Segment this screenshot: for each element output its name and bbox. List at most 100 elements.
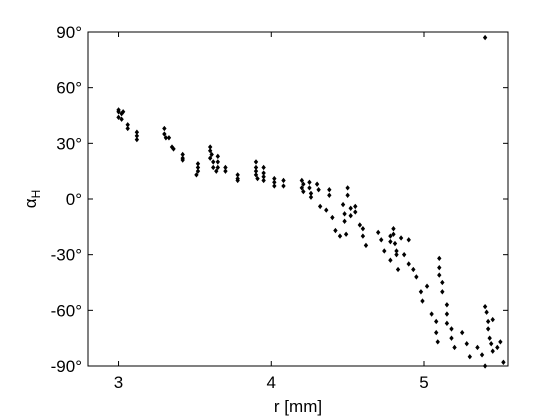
y-axis: 90° 60° 30° 0° -30° -60° -90° bbox=[51, 23, 508, 376]
data-point bbox=[134, 136, 140, 143]
data-point bbox=[394, 251, 399, 258]
data-point bbox=[482, 363, 488, 369]
data-point bbox=[307, 179, 312, 185]
data-point bbox=[353, 203, 358, 210]
data-point bbox=[180, 157, 185, 163]
plot-border bbox=[87, 31, 509, 367]
data-point bbox=[211, 159, 216, 165]
data-point bbox=[444, 311, 450, 317]
data-point bbox=[429, 311, 434, 317]
data-point bbox=[342, 218, 347, 224]
y-tick-label: -30° bbox=[51, 246, 82, 265]
data-point bbox=[194, 172, 199, 178]
data-point bbox=[330, 214, 335, 221]
x-tick-label: 4 bbox=[267, 373, 276, 392]
y-tick-label: 90° bbox=[56, 23, 82, 42]
data-point bbox=[301, 188, 306, 195]
data-point bbox=[434, 318, 439, 325]
data-point bbox=[308, 194, 314, 200]
data-point bbox=[261, 164, 266, 171]
y-tick-label: -90° bbox=[51, 357, 82, 376]
data-point bbox=[475, 344, 480, 351]
data-point bbox=[253, 172, 259, 178]
data-point bbox=[316, 187, 321, 193]
data-point bbox=[485, 326, 491, 332]
data-point bbox=[327, 192, 332, 198]
data-point bbox=[343, 231, 349, 237]
data-point bbox=[360, 233, 366, 239]
data-point bbox=[307, 185, 312, 191]
data-point bbox=[490, 348, 495, 354]
data-point bbox=[411, 266, 416, 273]
data-point bbox=[207, 148, 213, 154]
data-point bbox=[348, 205, 353, 211]
data-point bbox=[392, 240, 398, 247]
data-point bbox=[163, 135, 169, 141]
data-point bbox=[125, 125, 130, 132]
data-point bbox=[395, 266, 401, 273]
data-point bbox=[440, 289, 445, 295]
data-point bbox=[391, 226, 396, 232]
data-point bbox=[345, 185, 350, 191]
data-points bbox=[116, 34, 506, 369]
data-point bbox=[281, 183, 286, 189]
data-point bbox=[348, 213, 353, 219]
x-axis: 3 4 5 bbox=[114, 32, 429, 392]
y-tick-label: -60° bbox=[51, 301, 82, 320]
data-point bbox=[317, 203, 323, 210]
y-tick-label: 60° bbox=[56, 79, 82, 98]
data-point bbox=[327, 187, 332, 193]
data-point bbox=[487, 335, 492, 341]
data-point bbox=[414, 274, 419, 280]
data-point bbox=[255, 175, 260, 182]
data-point bbox=[424, 283, 430, 289]
data-point bbox=[406, 261, 411, 267]
data-point bbox=[418, 289, 424, 295]
data-point bbox=[324, 207, 329, 213]
data-point bbox=[195, 168, 201, 174]
data-point bbox=[490, 316, 495, 323]
data-point bbox=[444, 302, 450, 308]
data-point bbox=[437, 272, 442, 278]
data-point bbox=[299, 185, 305, 191]
data-point bbox=[214, 168, 219, 174]
data-point bbox=[353, 209, 358, 215]
data-point bbox=[498, 339, 503, 345]
data-point bbox=[482, 34, 488, 41]
data-point bbox=[375, 229, 381, 236]
data-point bbox=[162, 125, 167, 132]
data-point bbox=[209, 151, 214, 158]
data-point bbox=[215, 164, 221, 171]
data-point bbox=[119, 116, 124, 122]
data-point bbox=[299, 177, 305, 184]
x-axis-label: r [mm] bbox=[274, 397, 322, 416]
data-point bbox=[215, 159, 221, 165]
data-point bbox=[420, 298, 425, 304]
data-point bbox=[207, 155, 213, 161]
data-point bbox=[437, 255, 442, 262]
data-point bbox=[120, 109, 126, 115]
data-point bbox=[434, 329, 439, 336]
plot-frame bbox=[87, 31, 509, 367]
data-point bbox=[211, 164, 216, 171]
data-point bbox=[363, 242, 369, 249]
data-point bbox=[479, 352, 485, 358]
data-point bbox=[314, 181, 320, 187]
data-point bbox=[449, 335, 454, 341]
data-point bbox=[281, 177, 286, 184]
data-point bbox=[435, 339, 440, 345]
y-axis-label-main: α bbox=[21, 198, 40, 208]
data-point bbox=[333, 227, 338, 234]
data-point bbox=[484, 309, 489, 315]
data-point bbox=[345, 192, 350, 198]
data-point bbox=[261, 177, 266, 184]
x-tick-label: 3 bbox=[114, 373, 123, 392]
data-point bbox=[485, 318, 491, 325]
data-point bbox=[501, 359, 506, 365]
data-point bbox=[406, 237, 411, 243]
data-point bbox=[467, 354, 473, 360]
data-point bbox=[379, 237, 384, 243]
data-point bbox=[253, 159, 259, 165]
